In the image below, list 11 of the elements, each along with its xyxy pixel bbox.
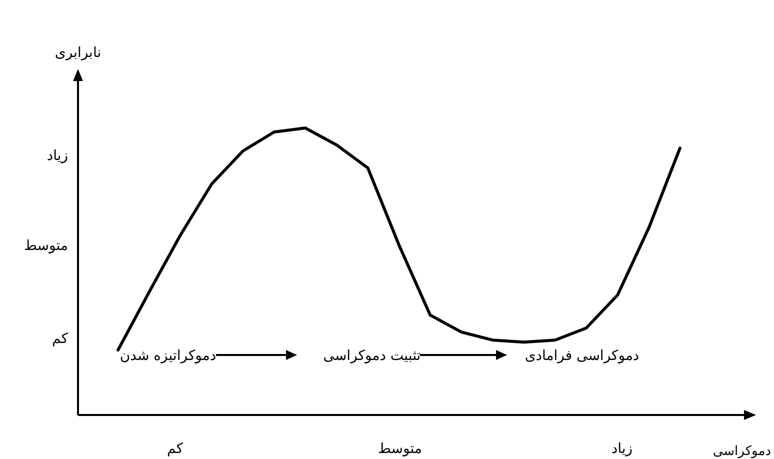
- annotation: دموکراسی فرامادی: [524, 348, 640, 364]
- annotation: متوسط: [378, 441, 422, 457]
- ylabel: نابرابری: [54, 45, 102, 61]
- annotation: دموکراتیزه شدن: [120, 348, 216, 364]
- annotation: زیاد: [611, 441, 633, 457]
- xlabel: دموکراسی: [712, 444, 771, 459]
- annotation: زیاد: [46, 148, 68, 164]
- annotation: تثبیت دموکراسی: [323, 348, 421, 364]
- annotation: کم: [167, 441, 183, 457]
- annotation: متوسط: [24, 238, 68, 254]
- annotation: کم: [52, 331, 68, 347]
